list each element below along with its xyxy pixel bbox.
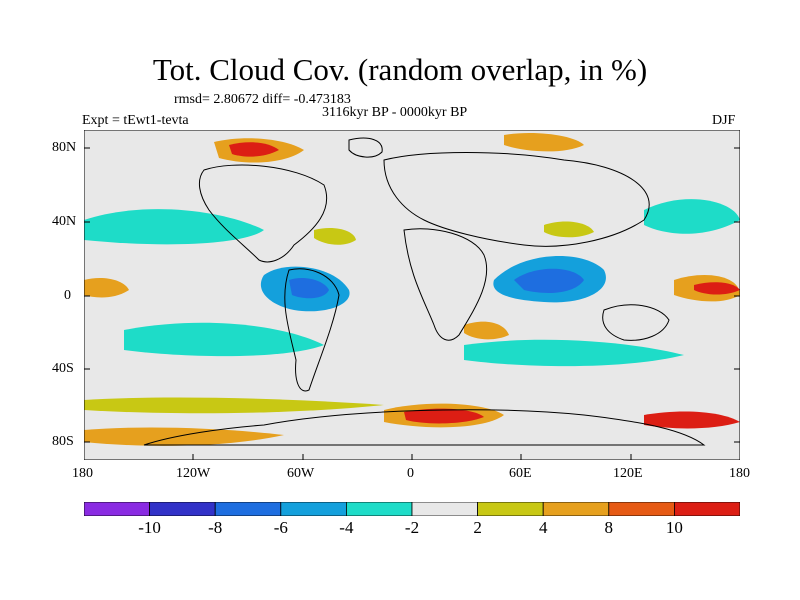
colorbar-label: -2	[404, 518, 420, 537]
lon-tick-60w: 60W	[287, 466, 315, 481]
lon-tick-60e: 60E	[509, 466, 532, 481]
experiment-label: Expt = tEwt1-tevta	[82, 113, 189, 128]
axis-ticks	[84, 147, 740, 460]
colorbar-label: -4	[339, 518, 354, 537]
period-text: 3116kyr BP - 0000kyr BP	[322, 105, 468, 120]
lon-tick-120e: 120E	[613, 466, 643, 481]
colorbar-label: 8	[604, 518, 614, 537]
lat-tick-40s: 40S	[52, 361, 74, 376]
colorbar-swatch	[345, 502, 413, 516]
lat-tick-80s: 80S	[52, 434, 74, 449]
colorbar-label: 4	[538, 518, 548, 537]
colorbar-label: -8	[208, 518, 223, 537]
lon-tick-180e: 180	[729, 466, 750, 481]
colorbar	[84, 502, 740, 516]
colorbar-swatch	[477, 502, 544, 516]
lon-tick-120w: 120W	[176, 466, 211, 481]
colorbar-swatch	[84, 502, 150, 516]
figure-title: Tot. Cloud Cov. (random overlap, in %)	[152, 52, 648, 87]
colorbar-label: -6	[273, 518, 288, 537]
colorbar-swatch	[542, 502, 610, 516]
season-label: DJF	[712, 113, 736, 128]
colorbar-swatch	[411, 502, 478, 516]
anomaly-map	[84, 130, 740, 460]
colorbar-swatch	[280, 502, 347, 516]
colorbar-swatch	[608, 502, 675, 516]
lat-tick-80n: 80N	[52, 140, 77, 155]
colorbar-label: -10	[138, 518, 161, 537]
lat-tick-40n: 40N	[52, 214, 77, 229]
colorbar-label: 10	[665, 518, 683, 537]
lon-tick-0: 0	[407, 466, 414, 481]
continent-outlines	[143, 137, 706, 446]
colorbar-swatch	[214, 502, 282, 516]
colorbar-swatch	[674, 502, 740, 516]
lon-tick-180w: 180	[72, 466, 93, 481]
stats-text: rmsd= 2.80672 diff= -0.473183	[174, 92, 351, 107]
lat-tick-0: 0	[64, 288, 71, 303]
colorbar-label: 2	[473, 518, 482, 537]
colorbar-swatch	[149, 502, 216, 516]
